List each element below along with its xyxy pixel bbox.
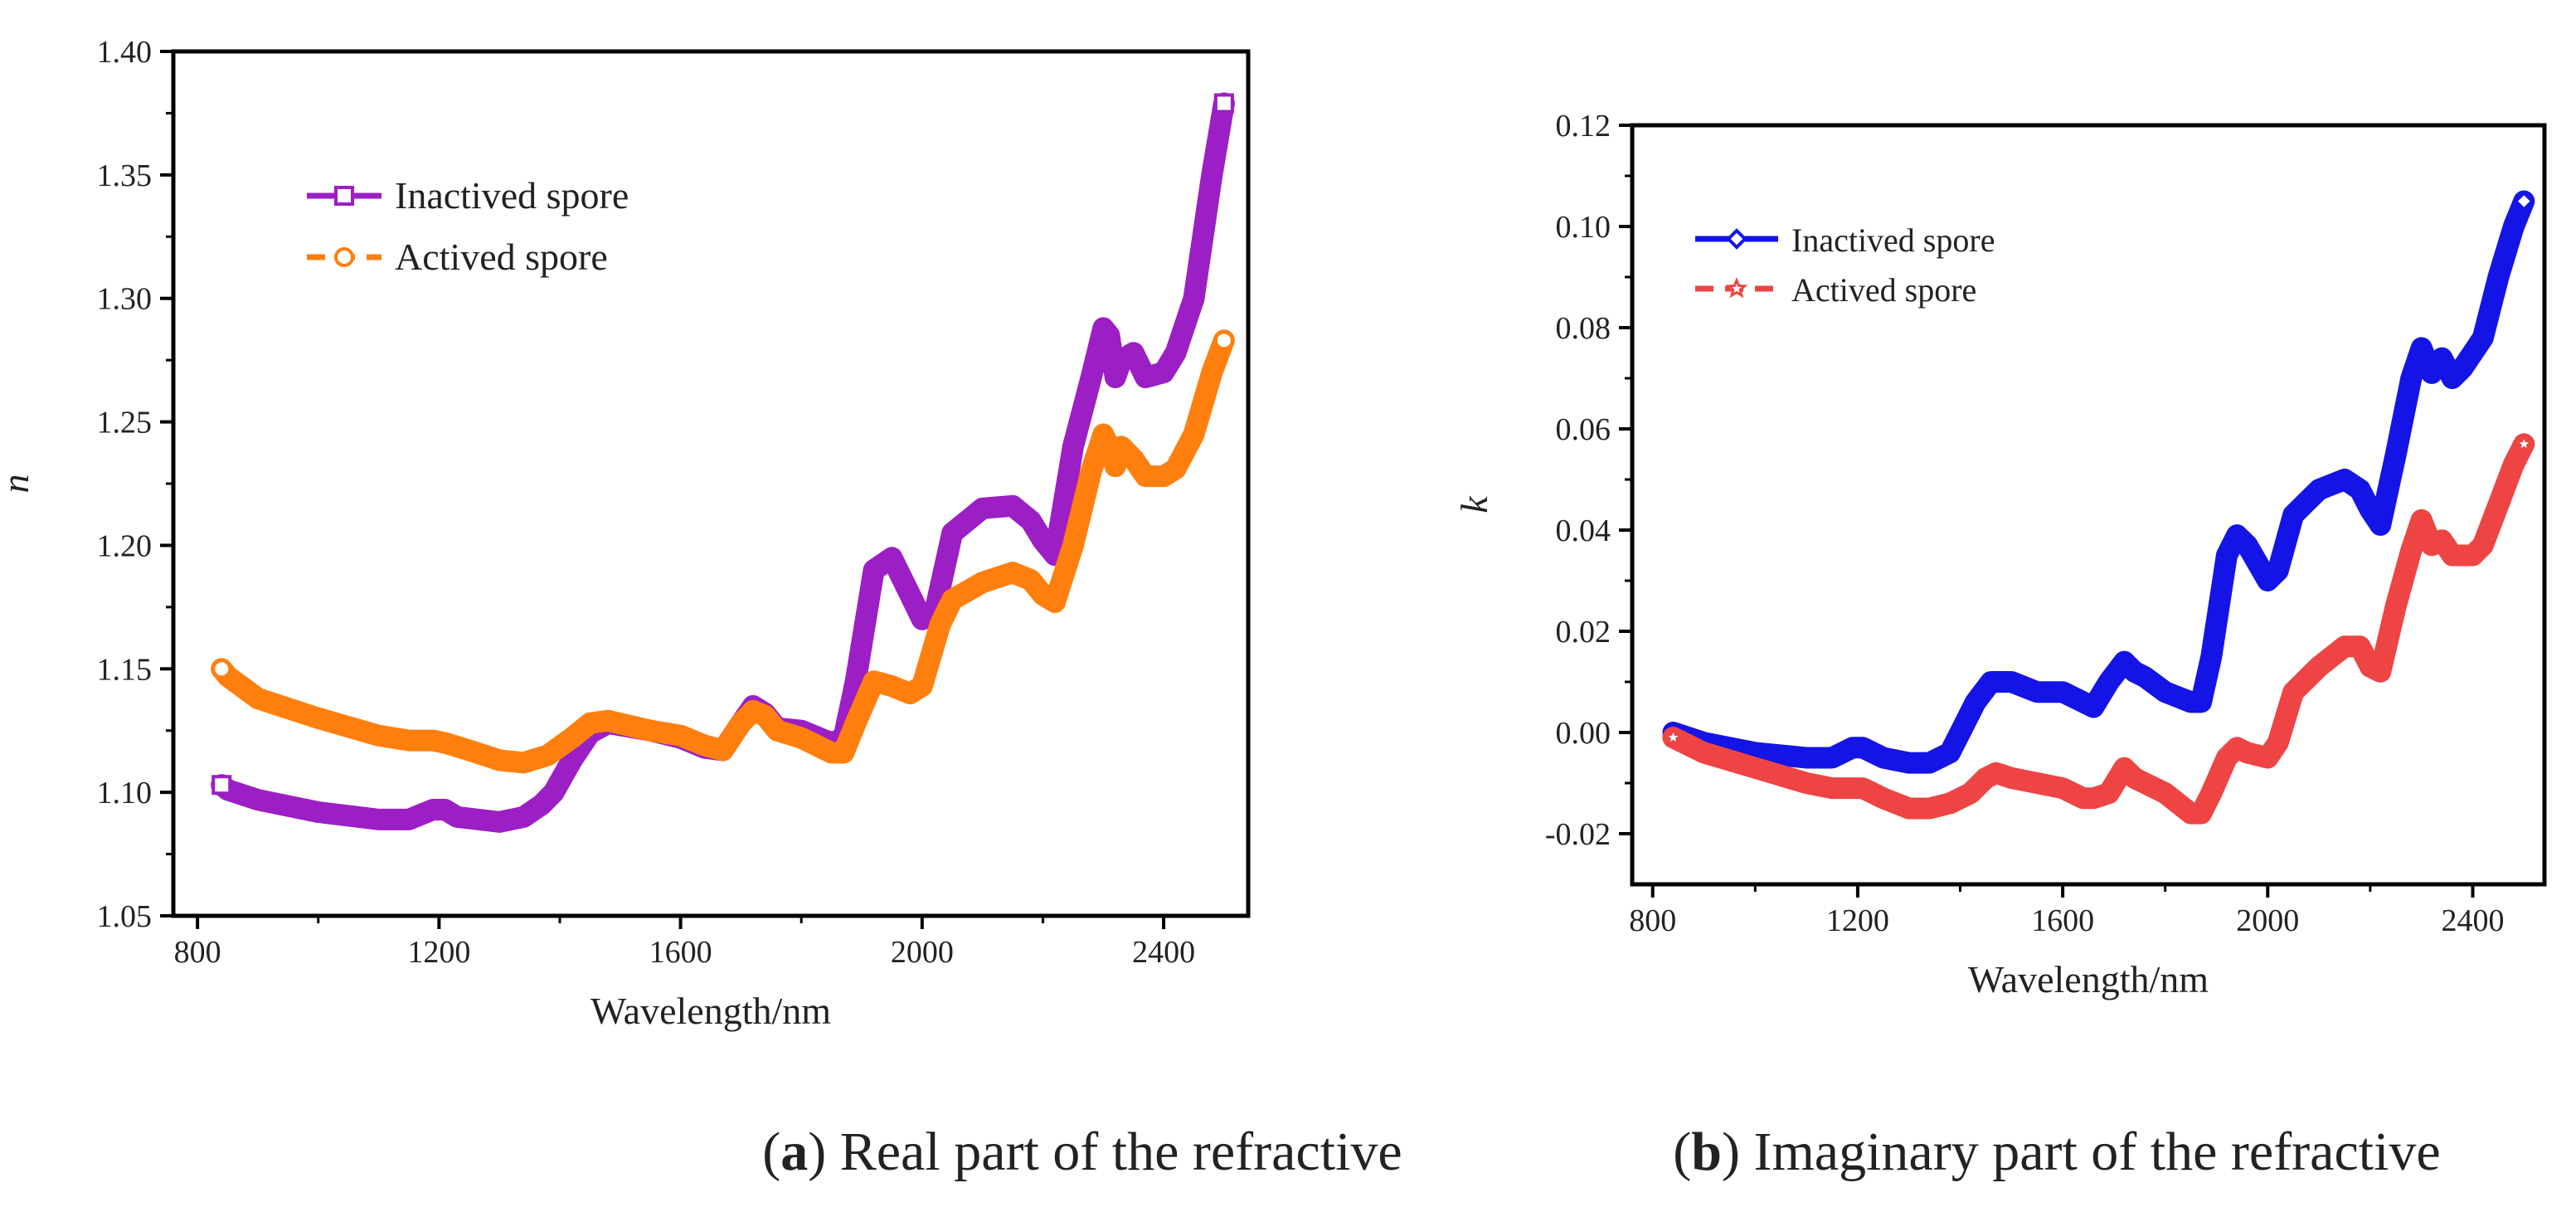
y-tick-label: -0.02 [1545, 817, 1611, 852]
x-axis-title: Wavelength/nm [591, 990, 831, 1032]
series-line-1 [211, 92, 1235, 833]
legend-label-1: Inactived spore [395, 174, 629, 217]
y-tick-label: 1.30 [97, 282, 153, 317]
chart-panel-a: 800 1200 1600 2000 2400 1.05 1.10 1.15 1.20 1.25 1… [0, 35, 1402, 1182]
series-line-2 [211, 329, 1235, 774]
legend-label-2: Actived spore [395, 236, 608, 278]
y-axis-title: n [0, 475, 36, 494]
y-tick-label: 1.25 [97, 406, 153, 440]
y-tick-label: 1.10 [97, 776, 153, 810]
y-tick-label: 0.12 [1556, 109, 1611, 144]
panel-caption: (a) Real part of the refractive [762, 1122, 1402, 1182]
y-tick-label: 1.35 [97, 158, 153, 193]
y-tick-label: 1.20 [97, 528, 153, 563]
legend-label-2: Actived spore [1791, 271, 1976, 309]
series-line-2 [1662, 433, 2535, 825]
y-axis-title: k [1453, 495, 1495, 513]
y-tick-label: 1.40 [97, 35, 153, 70]
series-end-marker-2 [2513, 432, 2535, 454]
x-tick-label: 1200 [1826, 903, 1889, 938]
series-end-marker-2 [1213, 330, 1234, 351]
x-tick-label: 1600 [2031, 903, 2094, 938]
y-tick-label: 0.02 [1556, 615, 1611, 650]
x-axis-title: Wavelength/nm [1968, 958, 2209, 1000]
x-tick-label: 1600 [649, 935, 712, 970]
series-end-marker-1 [2513, 190, 2535, 212]
legend-label-1: Inactived spore [1791, 221, 1995, 259]
y-tick-label: 0.10 [1556, 210, 1611, 245]
y-tick-label: 0.06 [1556, 412, 1611, 447]
x-tick-label: 2400 [2441, 903, 2504, 938]
series-end-marker-1 [1213, 93, 1234, 114]
plot-frame [1630, 123, 2547, 887]
legend-marker-2 [334, 247, 354, 267]
series-line-1 [1662, 190, 2535, 774]
panel-caption: (b) Imaginary part of the refractive [1673, 1122, 2440, 1182]
chart-panel-b: 800 1200 1600 2000 2400 -0.02 0.00 0.02 0.04 0.06… [1453, 109, 2547, 1182]
y-tick-label: 1.15 [97, 652, 153, 687]
y-tick-label: 0.00 [1556, 716, 1611, 751]
x-tick-label: 2000 [2236, 903, 2299, 938]
legend-marker-2 [1725, 277, 1748, 299]
series-start-marker-2 [211, 659, 232, 679]
series-start-marker-2 [1662, 726, 1684, 747]
series-start-marker-1 [211, 775, 232, 796]
x-tick-label: 2400 [1132, 935, 1195, 970]
legend-marker-1 [334, 186, 354, 206]
y-tick-label: 1.05 [97, 899, 153, 934]
x-tick-label: 1200 [407, 935, 470, 970]
y-tick-label: 0.04 [1556, 513, 1611, 548]
x-tick-label: 800 [1629, 903, 1676, 938]
y-tick-label: 0.08 [1556, 311, 1611, 346]
legend-marker-1 [1726, 228, 1747, 250]
x-tick-label: 800 [174, 935, 221, 970]
x-tick-label: 2000 [891, 935, 954, 970]
